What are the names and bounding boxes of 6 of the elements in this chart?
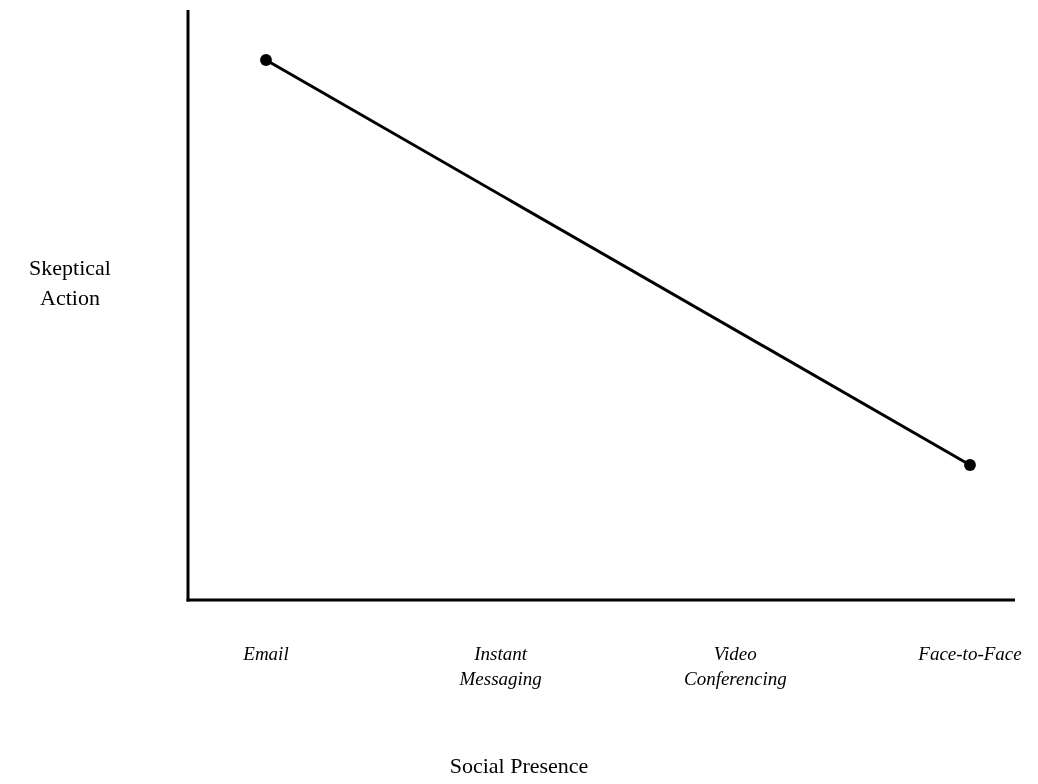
x-axis-title: Social Presence	[449, 753, 589, 778]
x-tick-label: Instant Messaging	[458, 643, 542, 689]
y-axis-title: Skeptical Action	[29, 255, 111, 310]
x-tick-label: Video Conferencing	[683, 643, 787, 689]
x-tick-label: Email	[242, 643, 289, 664]
x-tick-label: Face-to-Face	[917, 643, 1022, 664]
